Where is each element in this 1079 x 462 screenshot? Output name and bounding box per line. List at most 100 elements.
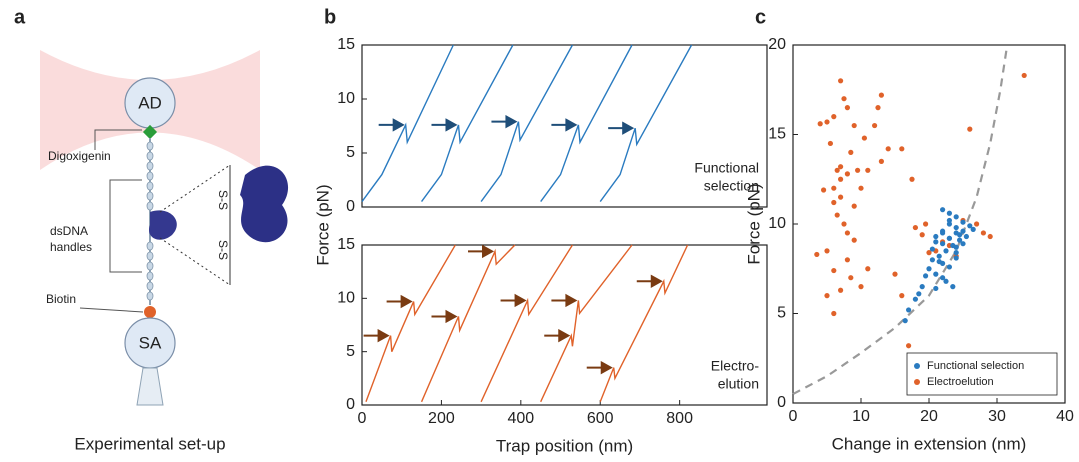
point — [838, 176, 844, 182]
x-tick-label: 800 — [666, 410, 693, 427]
trace — [540, 244, 633, 403]
x-tick-label: 600 — [587, 410, 614, 427]
point — [844, 171, 851, 177]
point — [841, 221, 847, 227]
point — [827, 140, 834, 147]
arrow — [431, 118, 458, 132]
annotation: elution — [718, 376, 759, 392]
y-tick-label: 5 — [346, 144, 355, 161]
legend-swatch — [914, 363, 920, 369]
point — [912, 224, 919, 231]
point — [953, 230, 959, 236]
pointer — [109, 179, 142, 273]
point — [940, 241, 946, 247]
point — [865, 167, 871, 173]
point — [851, 203, 857, 209]
setup-diagram: a AD S-S S-S SA Digoxigenin dsDNA handle… — [14, 6, 289, 453]
bead-label: AD — [138, 93, 162, 112]
y-tick-label: 10 — [337, 290, 355, 307]
point — [929, 257, 936, 263]
legend-box — [906, 352, 1058, 396]
arrow — [551, 118, 578, 132]
point — [872, 122, 878, 129]
annotation: dsDNA — [50, 224, 88, 238]
point — [831, 310, 837, 317]
panel-label: c — [755, 6, 766, 28]
point — [967, 223, 973, 229]
legend-label: Functional selection — [927, 360, 1024, 372]
point — [848, 149, 854, 155]
y-tick-label: 15 — [337, 236, 355, 253]
point — [929, 246, 936, 252]
protein-zoom — [240, 165, 289, 243]
trace — [480, 244, 574, 403]
point — [824, 119, 830, 125]
y-tick-label: 5 — [346, 343, 355, 360]
point — [851, 237, 857, 243]
panel-label: a — [14, 6, 26, 28]
trace — [361, 44, 454, 203]
x-tick-label: 40 — [1056, 408, 1074, 425]
point — [923, 221, 929, 227]
y-axis-label: Force (pN) — [744, 183, 763, 264]
point — [861, 135, 868, 141]
legend-label: Electroelution — [927, 376, 994, 388]
trace — [420, 44, 514, 203]
arrow — [363, 328, 390, 343]
point — [906, 343, 912, 349]
disulfide-label: S-S — [216, 240, 230, 260]
point — [878, 158, 885, 164]
point — [878, 92, 885, 98]
point — [957, 237, 963, 243]
point — [831, 185, 837, 191]
plot-frame — [361, 44, 768, 208]
point — [946, 210, 953, 216]
point — [838, 194, 844, 200]
point — [851, 122, 857, 129]
point — [844, 105, 851, 111]
zoom-lines — [159, 164, 231, 286]
point — [841, 96, 847, 102]
annotation: Functional — [694, 160, 759, 176]
point — [926, 250, 932, 256]
plot-frame — [361, 244, 768, 406]
point — [933, 239, 939, 245]
point — [834, 167, 840, 173]
point — [875, 105, 881, 111]
arrow — [636, 274, 663, 288]
panel-label: b — [324, 6, 336, 28]
point — [926, 266, 932, 272]
point — [987, 233, 993, 240]
x-tick-label: 200 — [428, 410, 455, 427]
point — [940, 275, 946, 281]
fit-curve — [792, 44, 1009, 396]
point — [936, 258, 942, 265]
point — [912, 296, 919, 302]
point — [858, 185, 864, 191]
point — [919, 232, 925, 238]
point — [848, 275, 854, 281]
trace — [540, 44, 633, 203]
annotation: Digoxigenin — [48, 149, 111, 163]
point — [838, 164, 844, 170]
point — [940, 228, 946, 234]
bead-label: SA — [139, 333, 162, 352]
arrow — [386, 294, 413, 309]
point — [844, 230, 851, 236]
point — [946, 217, 953, 224]
y-tick-label: 5 — [777, 305, 786, 322]
y-tick-label: 0 — [777, 394, 786, 411]
point — [953, 255, 959, 261]
point — [916, 291, 922, 297]
plot-frame — [792, 44, 1066, 404]
point — [831, 114, 837, 120]
pipette — [136, 367, 164, 406]
point — [817, 121, 823, 127]
point — [844, 257, 851, 263]
point — [967, 126, 973, 132]
point — [943, 278, 949, 284]
x-tick-label: 20 — [920, 408, 938, 425]
arrow — [500, 293, 527, 308]
y-tick-label: 15 — [768, 126, 786, 143]
pointer — [94, 129, 142, 150]
